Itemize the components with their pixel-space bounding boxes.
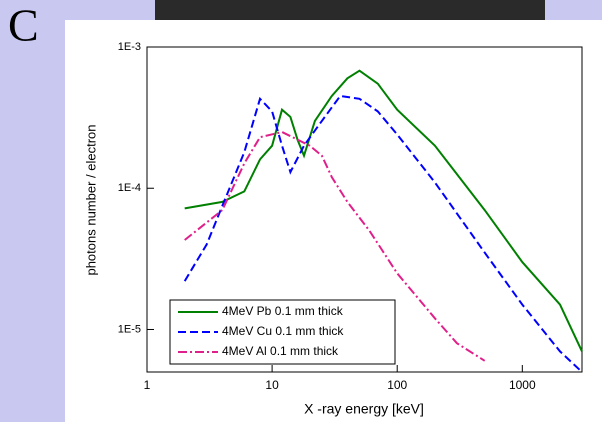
x-tick-label: 1 — [144, 378, 151, 392]
y-tick-label: 1E-4 — [118, 182, 141, 194]
y-tick-label: 1E-3 — [118, 41, 141, 53]
x-tick-label: 10 — [265, 378, 279, 392]
x-tick-label: 100 — [387, 378, 407, 392]
legend-label: 4MeV Pb 0.1 mm thick — [222, 304, 344, 318]
y-tick-label: 1E-5 — [118, 323, 141, 335]
photo-strip — [155, 0, 545, 20]
x-axis-label: X -ray energy [keV] — [304, 401, 424, 417]
series-line — [184, 130, 486, 362]
series-line — [183, 94, 583, 373]
legend-label: 4MeV Cu 0.1 mm thick — [222, 324, 344, 338]
x-tick-label: 1000 — [509, 378, 536, 392]
plot-frame — [146, 46, 583, 373]
series-line — [184, 69, 583, 352]
y-axis-label: photons number / electron — [83, 124, 98, 275]
slide-label: C — [8, 0, 39, 51]
legend-label: 4MeV Al 0.1 mm thick — [222, 344, 339, 358]
